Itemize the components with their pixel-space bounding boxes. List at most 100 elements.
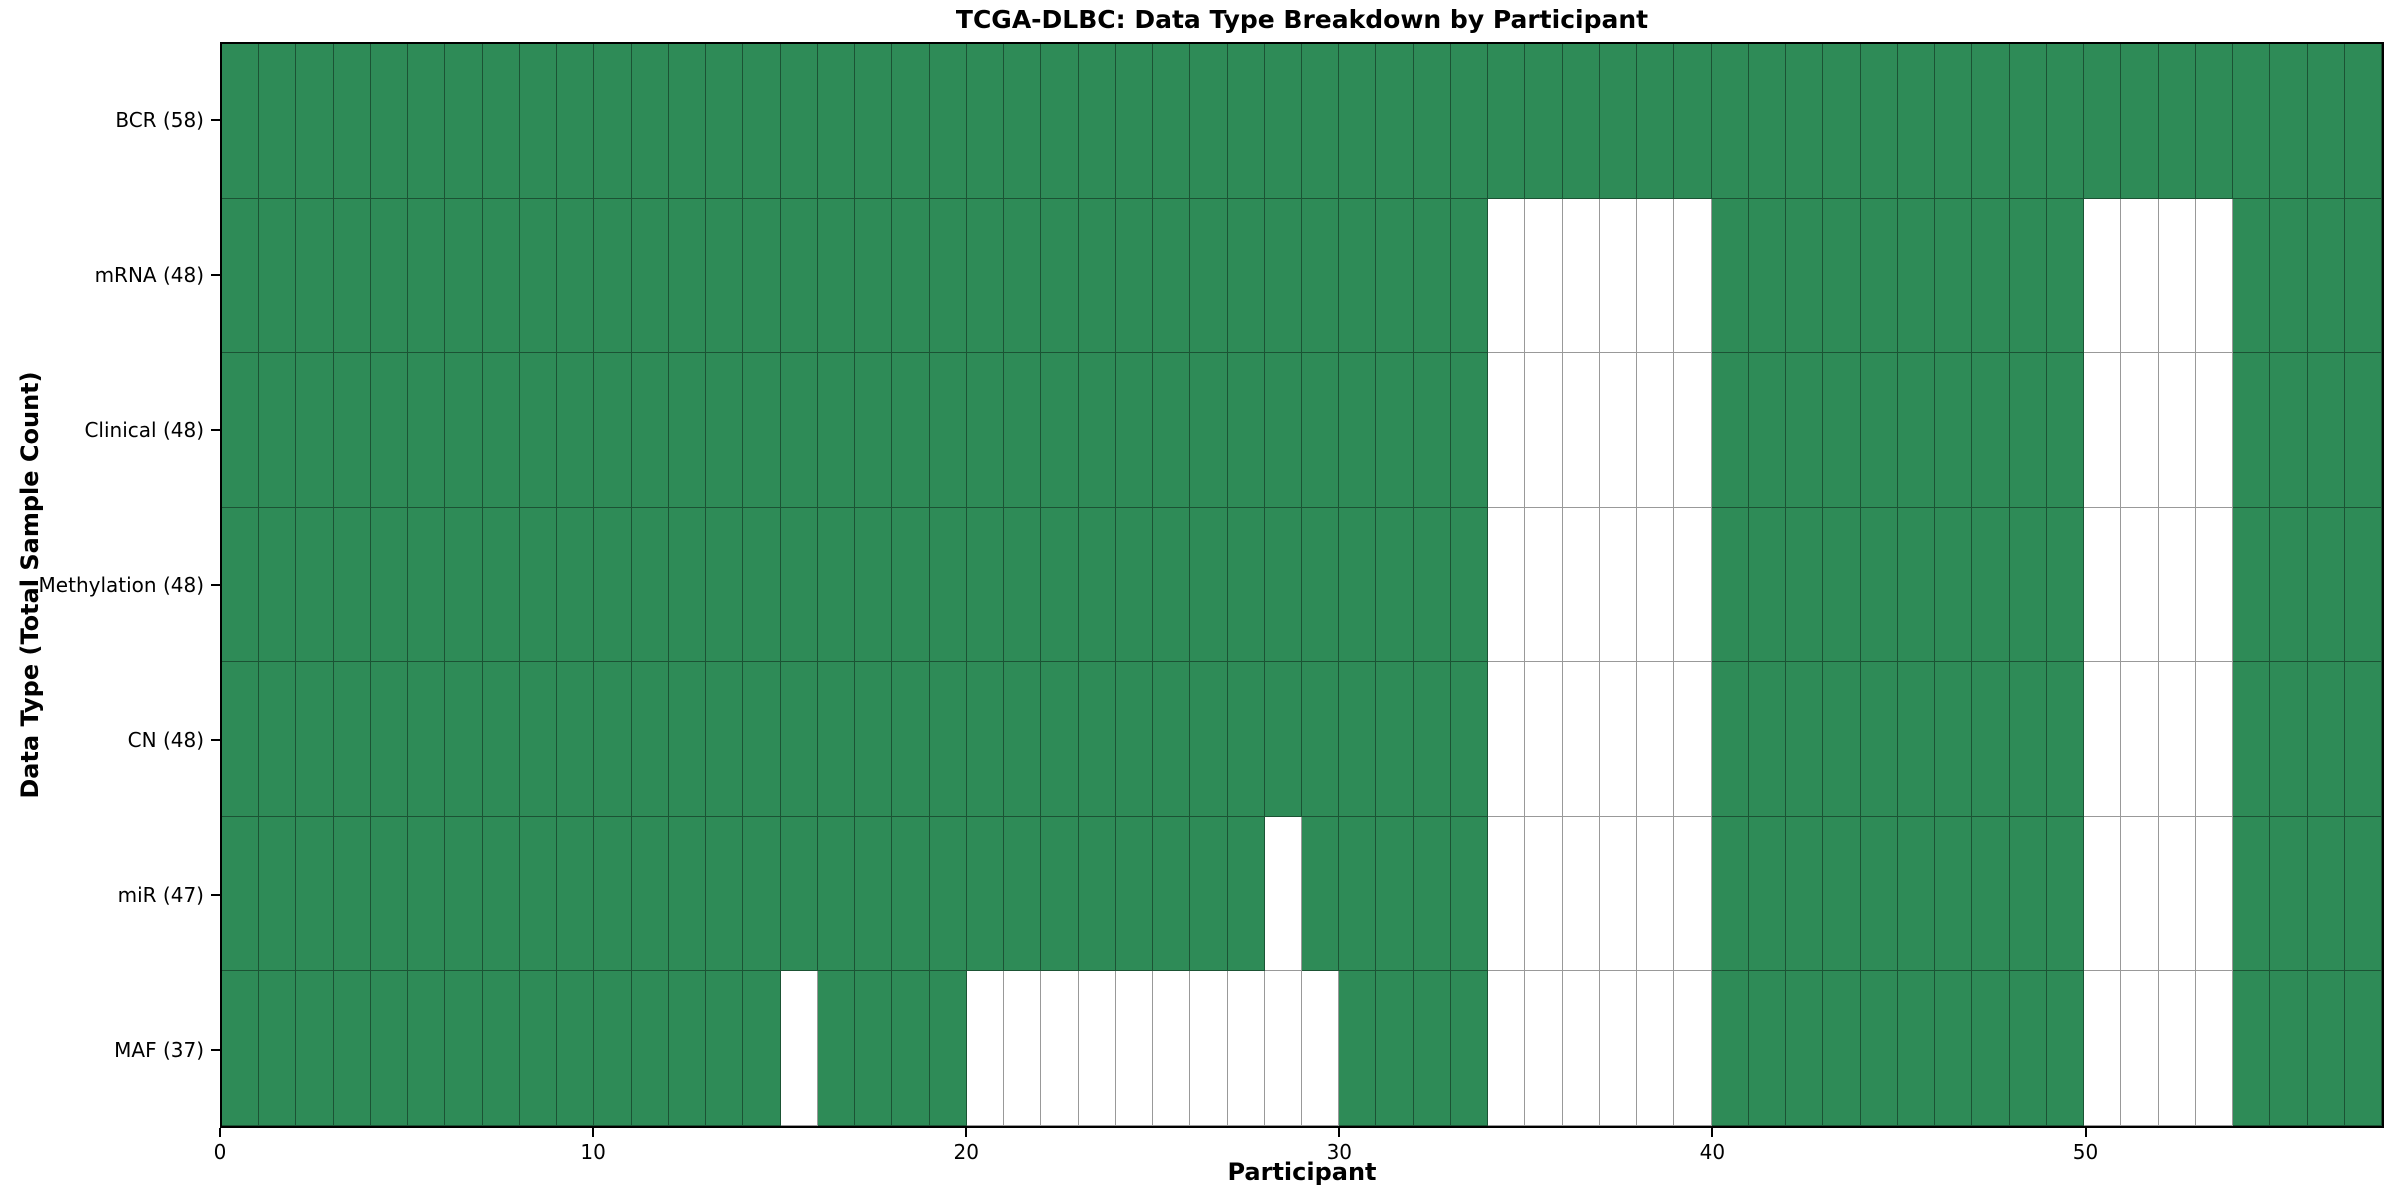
heatmap-cell-Methylation-p33 [1450, 507, 1489, 663]
heatmap-cell-CN-p49 [2046, 662, 2085, 817]
heatmap-cell-Clinical-p16 [817, 353, 856, 508]
heatmap-cell-miR-p12 [668, 816, 707, 972]
heatmap-cell-BCR-p8 [519, 44, 558, 199]
heatmap-cell-MAF-p49 [2046, 971, 2085, 1126]
heatmap-cell-mRNA-p50 [2084, 198, 2122, 354]
heatmap-cell-mRNA-p17 [855, 198, 893, 354]
heatmap-cell-MAF-p51 [2121, 971, 2159, 1126]
heatmap-cell-miR-p40 [1711, 816, 1749, 972]
heatmap-cell-mRNA-p52 [2158, 198, 2196, 354]
x-tick-mark [965, 1128, 968, 1137]
heatmap-cell-CN-p22 [1041, 662, 1079, 817]
x-tick-label: 0 [213, 1140, 227, 1164]
heatmap-cell-Clinical-p4 [370, 353, 409, 508]
heatmap-cell-Methylation-p7 [482, 507, 520, 663]
heatmap-cell-BCR-p38 [1637, 44, 1675, 199]
heatmap-cell-CN-p35 [1525, 662, 1563, 817]
heatmap-cell-Clinical-p27 [1227, 353, 1265, 508]
heatmap-grid [222, 44, 2382, 1126]
heatmap-cell-MAF-p39 [1674, 971, 1712, 1126]
heatmap-cell-BCR-p27 [1227, 44, 1265, 199]
heatmap-cell-BCR-p34 [1488, 44, 1526, 199]
heatmap-cell-miR-p35 [1525, 816, 1563, 972]
heatmap-cell-MAF-p17 [855, 971, 893, 1126]
heatmap-cell-miR-p13 [706, 816, 744, 972]
heatmap-cell-Methylation-p54 [2233, 507, 2271, 663]
heatmap-cell-miR-p0 [222, 816, 260, 972]
heatmap-cell-CN-p32 [1413, 662, 1451, 817]
heatmap-cell-CN-p39 [1674, 662, 1712, 817]
x-tick-mark [1711, 1128, 1714, 1137]
heatmap-cell-miR-p24 [1115, 816, 1154, 972]
heatmap-cell-CN-p19 [929, 662, 967, 817]
heatmap-cell-miR-p11 [631, 816, 669, 972]
heatmap-cell-CN-p24 [1115, 662, 1154, 817]
heatmap-cell-Clinical-p40 [1711, 353, 1749, 508]
heatmap-cell-MAF-p29 [1301, 971, 1340, 1126]
heatmap-cell-miR-p19 [929, 816, 967, 972]
heatmap-cell-MAF-p28 [1264, 971, 1302, 1126]
heatmap-cell-BCR-p22 [1041, 44, 1079, 199]
heatmap-cell-mRNA-p18 [892, 198, 930, 354]
heatmap-cell-Clinical-p1 [259, 353, 297, 508]
x-axis-label: Participant [1227, 1158, 1377, 1186]
heatmap-cell-Clinical-p14 [743, 353, 781, 508]
heatmap-cell-CN-p56 [2307, 662, 2345, 817]
heatmap-cell-CN-p2 [296, 662, 334, 817]
heatmap-cell-CN-p12 [668, 662, 707, 817]
heatmap-cell-miR-p39 [1674, 816, 1712, 972]
heatmap-cell-miR-p30 [1339, 816, 1377, 972]
heatmap-cell-CN-p44 [1860, 662, 1898, 817]
heatmap-cell-mRNA-p19 [929, 198, 967, 354]
heatmap-cell-miR-p32 [1413, 816, 1451, 972]
heatmap-cell-Methylation-p44 [1860, 507, 1898, 663]
heatmap-cell-Methylation-p9 [557, 507, 595, 663]
heatmap-cell-Methylation-p43 [1823, 507, 1861, 663]
heatmap-cell-Clinical-p46 [1935, 353, 1973, 508]
heatmap-cell-BCR-p1 [259, 44, 297, 199]
heatmap-cell-CN-p1 [259, 662, 297, 817]
heatmap-cell-Clinical-p15 [780, 353, 818, 508]
heatmap-cell-Methylation-p39 [1674, 507, 1712, 663]
heatmap-cell-MAF-p53 [2195, 971, 2234, 1126]
heatmap-cell-Methylation-p55 [2270, 507, 2308, 663]
heatmap-cell-Clinical-p6 [445, 353, 483, 508]
heatmap-cell-mRNA-p44 [1860, 198, 1898, 354]
heatmap-cell-BCR-p44 [1860, 44, 1898, 199]
heatmap-cell-mRNA-p31 [1376, 198, 1414, 354]
heatmap-cell-mRNA-p2 [296, 198, 334, 354]
heatmap-cell-miR-p53 [2195, 816, 2234, 972]
heatmap-cell-Methylation-p40 [1711, 507, 1749, 663]
heatmap-cell-mRNA-p51 [2121, 198, 2159, 354]
heatmap-cell-miR-p55 [2270, 816, 2308, 972]
heatmap-cell-Clinical-p51 [2121, 353, 2159, 508]
heatmap-cell-Methylation-p25 [1153, 507, 1191, 663]
heatmap-cell-CN-p38 [1637, 662, 1675, 817]
heatmap-cell-CN-p13 [706, 662, 744, 817]
heatmap-cell-Clinical-p41 [1748, 353, 1787, 508]
heatmap-cell-Methylation-p50 [2084, 507, 2122, 663]
heatmap-cell-CN-p15 [780, 662, 818, 817]
heatmap-cell-Clinical-p31 [1376, 353, 1414, 508]
heatmap-cell-MAF-p7 [482, 971, 520, 1126]
heatmap-cell-miR-p3 [333, 816, 371, 972]
heatmap-cell-MAF-p37 [1599, 971, 1638, 1126]
heatmap-cell-mRNA-p5 [408, 198, 446, 354]
heatmap-cell-miR-p5 [408, 816, 446, 972]
heatmap-cell-Clinical-p32 [1413, 353, 1451, 508]
heatmap-cell-CN-p53 [2195, 662, 2234, 817]
heatmap-cell-Methylation-p5 [408, 507, 446, 663]
heatmap-cell-BCR-p47 [1972, 44, 2010, 199]
heatmap-cell-CN-p50 [2084, 662, 2122, 817]
heatmap-cell-MAF-p56 [2307, 971, 2345, 1126]
heatmap-cell-MAF-p2 [296, 971, 334, 1126]
x-tick-label: 20 [953, 1140, 979, 1164]
heatmap-cell-mRNA-p49 [2046, 198, 2085, 354]
heatmap-cell-Clinical-p30 [1339, 353, 1377, 508]
heatmap-cell-BCR-p52 [2158, 44, 2196, 199]
heatmap-cell-Methylation-p52 [2158, 507, 2196, 663]
heatmap-cell-Clinical-p0 [222, 353, 260, 508]
heatmap-cell-mRNA-p40 [1711, 198, 1749, 354]
heatmap-cell-Methylation-p35 [1525, 507, 1563, 663]
heatmap-cell-BCR-p6 [445, 44, 483, 199]
